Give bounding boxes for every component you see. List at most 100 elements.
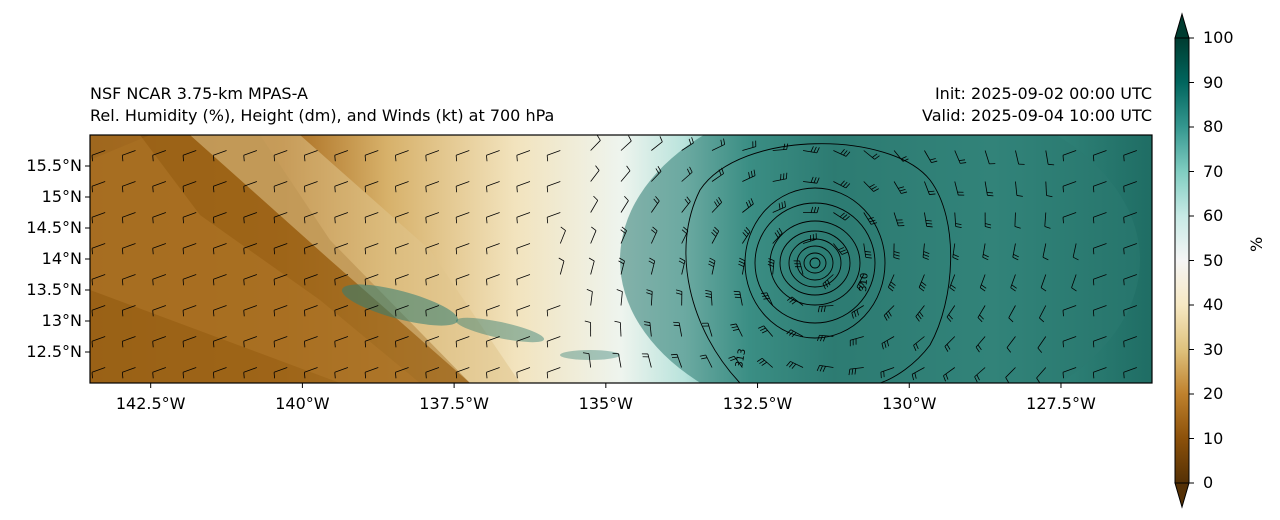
wind-barb bbox=[334, 336, 349, 348]
wind-barb bbox=[1092, 274, 1107, 286]
humidity-field bbox=[90, 135, 1152, 383]
colorbar-tick-label: 100 bbox=[1203, 28, 1234, 47]
wind-barb bbox=[954, 181, 965, 196]
wind-barb bbox=[558, 257, 565, 275]
wind-barb bbox=[648, 257, 656, 275]
wind-barb bbox=[91, 181, 106, 193]
wind-barb bbox=[711, 197, 723, 213]
wind-barb bbox=[590, 195, 599, 213]
wind-barb bbox=[273, 305, 288, 317]
lon-tick-label: 127.5°W bbox=[1026, 394, 1096, 413]
colorbar-tick-label: 40 bbox=[1203, 295, 1224, 314]
wind-barb bbox=[455, 274, 470, 286]
wind-barb bbox=[486, 243, 500, 255]
wind-barb bbox=[979, 274, 987, 292]
wind-barb bbox=[121, 367, 136, 379]
wind-barb bbox=[786, 329, 804, 338]
wind-barb bbox=[395, 367, 409, 379]
wind-barb bbox=[711, 226, 720, 244]
wind-barb bbox=[1010, 274, 1017, 292]
wind-barb bbox=[1045, 181, 1053, 198]
wind-barb bbox=[590, 165, 600, 182]
lon-tick-label: 140°W bbox=[275, 394, 330, 413]
wind-barb bbox=[425, 243, 440, 255]
wind-barb bbox=[849, 336, 864, 347]
lat-tick-label: 13.5°N bbox=[26, 280, 82, 299]
wind-barb bbox=[516, 336, 531, 348]
wind-barb bbox=[121, 336, 136, 348]
wind-barb bbox=[182, 150, 197, 162]
wind-barb bbox=[334, 150, 349, 162]
wind-barb bbox=[273, 181, 288, 193]
wind-barb bbox=[304, 212, 318, 224]
wind-barb bbox=[802, 233, 817, 244]
wind-barb bbox=[91, 336, 106, 348]
wind-barb bbox=[455, 181, 470, 193]
wind-barb bbox=[212, 181, 227, 193]
wind-barb bbox=[742, 227, 751, 244]
wind-barb bbox=[182, 367, 197, 379]
wind-barb bbox=[803, 176, 820, 184]
wind-barb bbox=[1062, 367, 1077, 379]
wind-barb bbox=[516, 305, 531, 317]
wind-barb bbox=[588, 257, 595, 275]
wind-barb bbox=[786, 361, 804, 369]
wind-barb bbox=[121, 212, 136, 224]
wind-barb bbox=[1092, 336, 1107, 348]
colorbar-tick-label: 30 bbox=[1203, 339, 1224, 359]
wind-barb bbox=[455, 367, 470, 379]
wind-barb bbox=[670, 353, 683, 368]
wind-barb bbox=[364, 212, 379, 224]
wind-barb bbox=[1042, 243, 1049, 261]
wind-barb bbox=[772, 200, 786, 213]
wind-barb bbox=[546, 181, 561, 193]
wind-barb bbox=[304, 274, 318, 286]
wind-barb bbox=[121, 274, 136, 286]
wind-barb bbox=[1008, 305, 1016, 323]
wind-barb bbox=[395, 243, 409, 255]
wind-barb bbox=[182, 336, 197, 348]
wind-barb bbox=[516, 150, 531, 162]
colorbar-tick-label: 70 bbox=[1203, 161, 1224, 181]
wind-barb bbox=[681, 166, 693, 182]
wind-barb bbox=[651, 166, 662, 182]
wind-barb bbox=[395, 181, 409, 193]
colorbar-tick-label: 60 bbox=[1203, 206, 1224, 225]
wind-barb bbox=[243, 150, 258, 162]
wind-barb bbox=[758, 325, 774, 337]
wind-barb bbox=[1092, 150, 1107, 162]
wind-barb bbox=[893, 212, 905, 227]
wind-barb bbox=[304, 305, 318, 317]
wind-barb bbox=[944, 336, 956, 352]
wind-barb bbox=[701, 322, 713, 337]
wind-barb bbox=[620, 195, 629, 213]
colorbar-tick-label: 80 bbox=[1203, 117, 1224, 136]
wind-barb bbox=[711, 138, 726, 151]
wind-barb bbox=[1092, 367, 1107, 379]
wind-barb bbox=[182, 212, 197, 224]
wind-barb bbox=[334, 243, 349, 255]
wind-barb bbox=[425, 367, 440, 379]
wind-barb bbox=[486, 367, 500, 379]
product-title: Rel. Humidity (%), Height (dm), and Wind… bbox=[90, 106, 555, 125]
wind-barb bbox=[756, 357, 773, 368]
wind-barb bbox=[883, 305, 895, 321]
wind-barb bbox=[1005, 367, 1016, 383]
wind-barb bbox=[243, 336, 258, 348]
colorbar-tick-label: 20 bbox=[1203, 384, 1224, 403]
lat-tick-label: 14°N bbox=[41, 249, 82, 268]
wind-barb bbox=[152, 274, 166, 286]
wind-barb bbox=[273, 367, 288, 379]
wind-barb bbox=[364, 181, 379, 193]
wind-barb bbox=[546, 150, 561, 162]
wind-barb bbox=[730, 323, 743, 337]
wind-barb bbox=[243, 181, 258, 193]
wind-barb bbox=[334, 305, 349, 317]
wind-barb bbox=[182, 305, 197, 317]
wind-barb bbox=[833, 243, 848, 255]
wind-barb bbox=[486, 150, 500, 162]
wind-barb bbox=[742, 140, 757, 151]
wind-barb bbox=[91, 367, 106, 379]
lon-tick-label: 142.5°W bbox=[115, 394, 186, 413]
wind-barb bbox=[559, 226, 566, 244]
